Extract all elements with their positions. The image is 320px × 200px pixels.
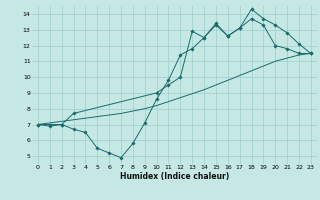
X-axis label: Humidex (Indice chaleur): Humidex (Indice chaleur) [120,172,229,181]
